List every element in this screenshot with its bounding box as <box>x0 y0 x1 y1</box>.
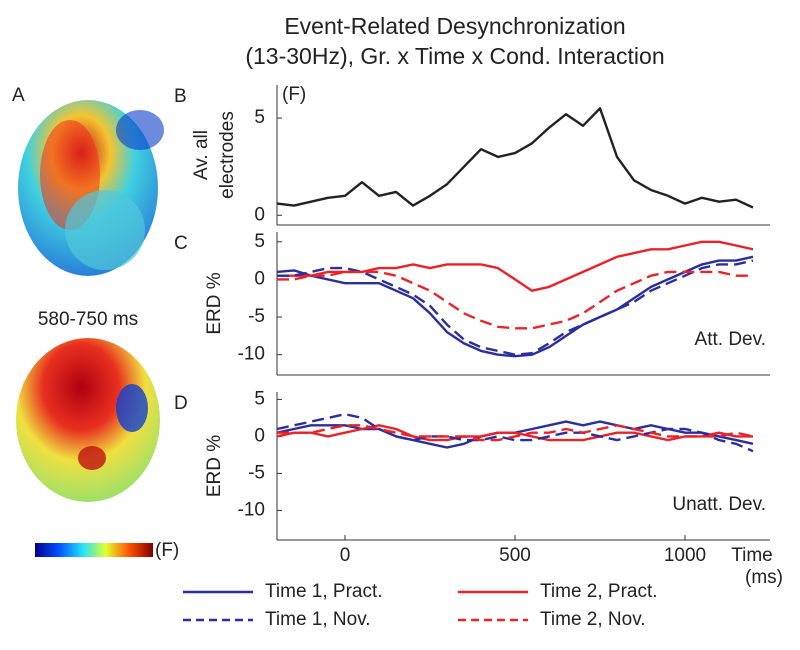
y-axis-label: electrodes <box>217 111 238 199</box>
series-line <box>277 424 754 442</box>
panel-label: D <box>174 393 188 414</box>
y-axis-label: ERD % <box>204 272 225 334</box>
y-tick-label: 5 <box>254 388 265 409</box>
legend-label: Time 2, Nov. <box>540 609 646 630</box>
colorbar <box>35 543 153 557</box>
y-tick-label: 0 <box>254 425 265 446</box>
y-axis-label: ERD % <box>204 435 225 497</box>
y-tick-label: 5 <box>254 107 265 128</box>
annotation: Unatt. Dev. <box>672 494 766 515</box>
series-line <box>276 107 754 209</box>
y-tick-label: 0 <box>254 268 265 289</box>
legend-label: Time 1, Pract. <box>265 581 383 602</box>
head-front <box>18 100 164 276</box>
y-axis-label: Av. all <box>191 130 212 180</box>
y-tick-label: 5 <box>254 231 265 252</box>
annotation: Att. Dev. <box>695 329 766 350</box>
y-tick-label: 0 <box>254 204 265 225</box>
x-axis-label: Time <box>731 545 773 566</box>
time-window: 580-750 ms <box>38 309 138 330</box>
y-tick-label: -10 <box>238 344 265 365</box>
x-axis-label: (ms) <box>745 567 783 588</box>
y-tick-label: -5 <box>248 306 265 327</box>
series-line <box>277 259 754 356</box>
series-line <box>276 413 754 453</box>
colorbar-label: (F) <box>155 540 179 561</box>
head-back <box>16 338 160 502</box>
panel-label: C <box>174 233 188 254</box>
y-tick-label: -5 <box>248 462 265 483</box>
x-tick-label: 500 <box>499 545 531 566</box>
title-line: (13-30Hz), Gr. x Time x Cond. Interactio… <box>245 43 664 69</box>
series-line <box>277 270 753 330</box>
unit-label: (F) <box>282 84 306 105</box>
title-line: Event-Related Desynchronization <box>284 13 625 39</box>
y-tick-label: -10 <box>238 499 265 520</box>
legend-label: Time 2, Pract. <box>540 581 658 602</box>
legend-label: Time 1, Nov. <box>265 609 371 630</box>
series-line <box>276 424 753 442</box>
series-line <box>276 255 754 358</box>
panel-label: A <box>12 85 25 106</box>
x-tick-label: 1000 <box>664 545 706 566</box>
x-tick-label: 0 <box>340 545 351 566</box>
panel-label: B <box>174 86 187 107</box>
